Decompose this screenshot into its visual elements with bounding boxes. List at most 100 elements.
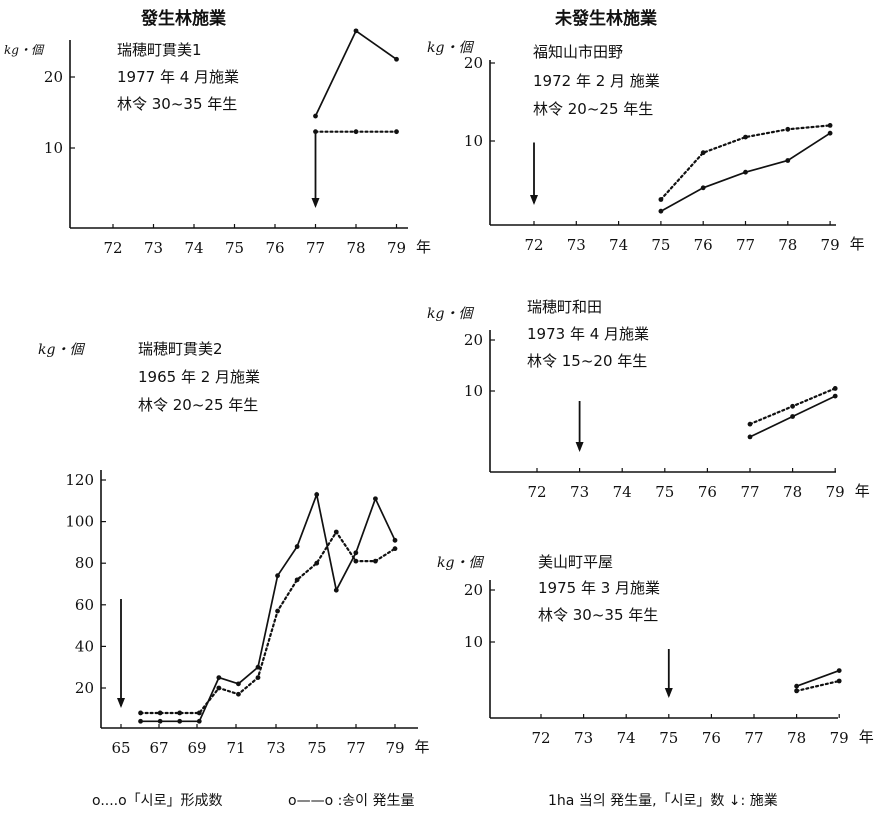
p2-stand-age: 林令 20~25 年生 [533, 100, 654, 118]
p2-point-dotted [700, 150, 706, 156]
p3-point-solid [216, 675, 222, 680]
p3-series-dotted [139, 529, 397, 715]
p3-point-solid [196, 718, 202, 724]
p5-x-tick-label: 75 [659, 729, 678, 747]
p4-point-dotted [832, 386, 838, 391]
p3-unit-label: kg・個 [38, 342, 84, 358]
p2-x-tick-label: 77 [736, 236, 755, 254]
p3-point-dotted [333, 529, 339, 535]
p1-point-dotted [313, 129, 318, 135]
p3-y-tick-label: 120 [65, 471, 94, 489]
p5-site: 美山町平屋 [538, 553, 614, 571]
p5-point-dotted [794, 688, 799, 694]
p3-point-dotted [392, 546, 398, 552]
right-header: 未發生林施業 [555, 9, 657, 29]
p1-year-suffix: 年 [416, 238, 431, 256]
p5-series-dotted [795, 679, 841, 693]
p3-point-dotted [353, 558, 359, 564]
left-header: 發生林施業 [141, 9, 226, 29]
p3-point-dotted [294, 577, 300, 583]
p4-point-dotted [747, 421, 753, 427]
p3-year-suffix: 年 [414, 738, 429, 756]
p4-x-tick-label: 72 [527, 483, 546, 501]
p3-x-tick-label: 67 [149, 739, 168, 757]
p4-x-tick-label: 75 [655, 483, 674, 501]
p5-x-tick-label: 72 [531, 729, 550, 747]
p4-stand-age: 林令 15~20 年生 [527, 352, 648, 370]
p2-y-tick-label: 10 [464, 132, 483, 150]
p1-unit-label: kg・個 [4, 43, 43, 57]
p2-point-dotted [743, 134, 748, 140]
p1-x-tick-label: 76 [265, 239, 284, 257]
p3-point-solid [373, 496, 378, 502]
p2-x-tick-label: 73 [567, 236, 586, 254]
p3-x-tick-label: 79 [385, 739, 404, 757]
p5-point-solid [836, 668, 842, 673]
p2-point-dotted [827, 123, 833, 128]
p3-x-tick-label: 75 [307, 739, 326, 757]
p5-x-tick-label: 74 [617, 729, 636, 747]
legend-matsutake: o——o :송이 発生量 [288, 793, 415, 809]
p5-y-tick-label: 20 [464, 581, 483, 599]
p3-point-dotted [196, 710, 202, 716]
p2-point-solid [658, 208, 664, 214]
p3-point-solid [353, 550, 359, 556]
p3-y-tick-label: 80 [75, 554, 94, 572]
p3-series-solid [140, 491, 396, 723]
p3-point-solid [255, 664, 261, 670]
p2-point-solid [827, 130, 833, 136]
p3-treatment-date: 1965 年 2 月施業 [138, 368, 261, 386]
p3-point-dotted [275, 608, 280, 614]
p2-treatment-date: 1972 年 2 月 施業 [533, 72, 660, 90]
p4-y-tick-label: 10 [464, 382, 483, 400]
p3-x-tick-label: 71 [226, 739, 245, 757]
p1-x-tick-label: 78 [346, 239, 365, 257]
p1-site: 瑞穂町貫美1 [117, 41, 202, 59]
p1-y-tick-label: 20 [44, 68, 63, 86]
p1-treatment-arrowhead [311, 198, 320, 208]
p3-point-solid [236, 681, 241, 687]
p4-point-solid [747, 434, 753, 440]
p1-x-tick-label: 77 [306, 239, 325, 257]
p5-stand-age: 林令 30~35 年生 [538, 606, 659, 624]
p5-x-tick-label: 73 [574, 729, 593, 747]
p3-treatment-arrowhead [117, 698, 125, 708]
p5-series-solid [796, 669, 840, 687]
p1-x-tick-label: 79 [387, 239, 406, 257]
p3-point-solid [138, 718, 143, 724]
footer-note: 1ha 当의 発生量,「시로」数 ↓: 施業 [548, 793, 778, 809]
p2-x-tick-label: 75 [651, 236, 670, 254]
legend-shiro: o....o「시로」形成数 [92, 793, 223, 809]
p3-x-tick-label: 73 [266, 739, 285, 757]
p1-point-dotted [353, 129, 359, 135]
p4-x-tick-label: 79 [826, 483, 845, 501]
p3-point-solid [157, 718, 163, 724]
p4-point-dotted [790, 403, 795, 409]
p4-x-tick-label: 77 [740, 483, 759, 501]
p1-y-tick-label: 10 [44, 139, 63, 157]
p3-y-tick-label: 20 [75, 679, 94, 697]
p5-y-tick-label: 10 [464, 633, 483, 651]
p5-x-tick-label: 76 [702, 729, 721, 747]
p2-series-dotted [659, 124, 832, 201]
p5-treatment-arrowhead [664, 688, 673, 698]
p3-y-tick-label: 40 [75, 637, 94, 655]
p1-point-solid [394, 56, 399, 62]
p4-site: 瑞穂町和田 [527, 298, 603, 316]
p4-x-tick-label: 73 [570, 483, 589, 501]
p2-point-solid [743, 169, 748, 175]
p3-point-solid [294, 544, 300, 549]
p5-unit-label: kg・個 [437, 555, 483, 571]
p1-point-dotted [394, 129, 399, 135]
p2-x-tick-label: 72 [524, 236, 543, 254]
p3-point-dotted [314, 560, 320, 566]
p1-x-tick-label: 75 [225, 239, 244, 257]
p2-site: 福知山市田野 [533, 43, 624, 61]
p1-point-solid [313, 113, 318, 119]
p5-x-tick-label: 78 [787, 729, 806, 747]
p3-site: 瑞穂町貫美2 [138, 340, 223, 358]
p2-point-dotted [785, 126, 791, 132]
p2-unit-label: kg・個 [427, 40, 473, 56]
p3-point-dotted [373, 558, 378, 564]
p2-x-tick-label: 78 [778, 236, 797, 254]
